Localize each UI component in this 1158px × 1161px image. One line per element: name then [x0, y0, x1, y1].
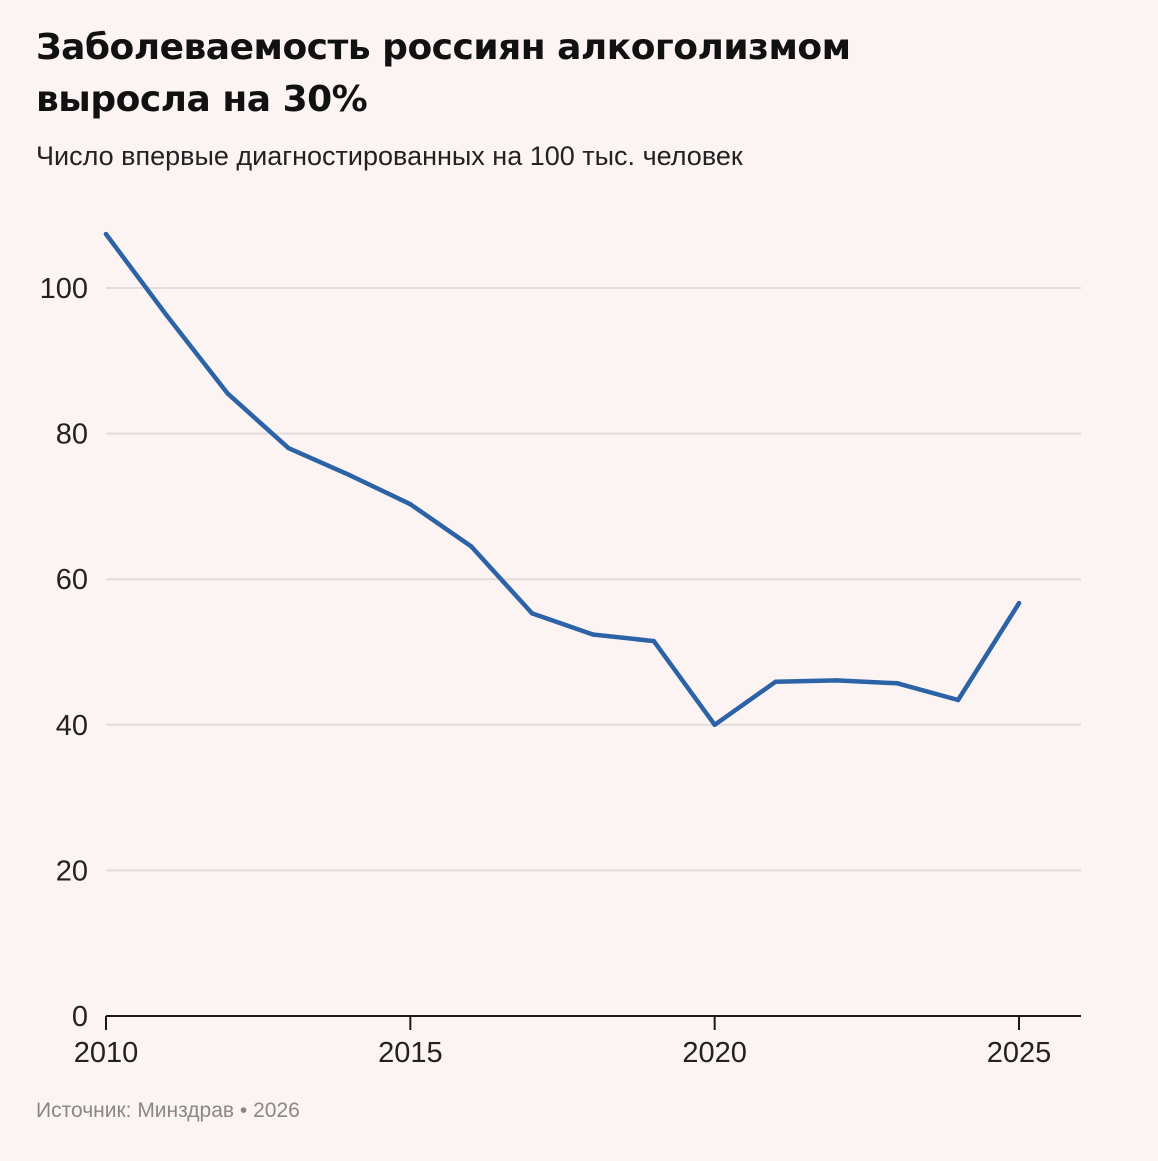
x-tick-label: 2015 [378, 1037, 443, 1069]
series-line-0 [103, 231, 1022, 728]
x-tick-label: 2010 [74, 1037, 139, 1069]
data-point-2015 [408, 502, 413, 507]
chart-subtitle: Число впервые диагностированных на 100 т… [36, 141, 743, 171]
y-tick-label: 0 [72, 1001, 88, 1033]
data-point-2019 [651, 638, 656, 644]
y-tick-label: 60 [56, 564, 88, 596]
data-point-2024 [955, 697, 961, 703]
y-tick-label: 80 [56, 419, 88, 451]
data-point-2012 [225, 391, 230, 396]
data-point-2018 [590, 632, 596, 637]
data-point-2016 [469, 544, 474, 549]
source-note: Источник: Минздрав • 2026 [36, 1099, 300, 1122]
data-point-2023 [895, 681, 900, 686]
data-point-2021 [773, 679, 778, 685]
chart-title: Заболеваемость россиян алкоголизмом выро… [36, 27, 851, 120]
data-point-2017 [529, 611, 535, 616]
x-tick-label: 2025 [987, 1037, 1052, 1069]
data-point-2025 [1016, 601, 1022, 606]
x-tick-label: 2020 [682, 1037, 747, 1069]
y-tick-label: 40 [56, 710, 88, 742]
data-point-2010 [103, 231, 109, 237]
data-point-2022 [834, 678, 839, 683]
y-tick-label: 100 [40, 273, 88, 305]
data-point-2013 [286, 445, 291, 451]
y-tick-label: 20 [56, 855, 88, 887]
data-point-2014 [347, 472, 352, 478]
data-point-2011 [164, 313, 170, 318]
data-point-2020 [712, 722, 717, 727]
